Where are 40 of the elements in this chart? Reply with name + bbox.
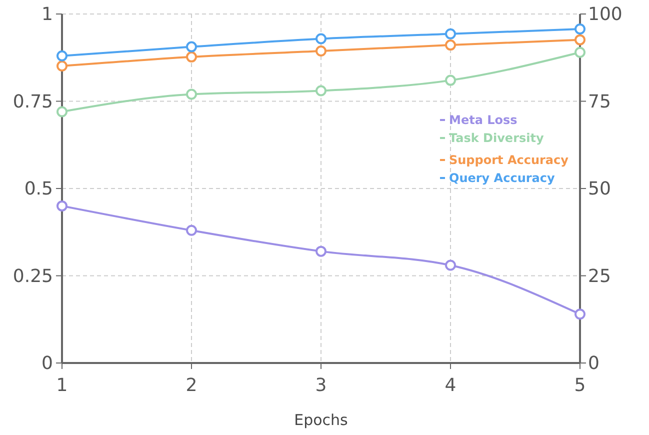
point bbox=[186, 88, 197, 100]
y-tick-label: 0.75 bbox=[12, 91, 53, 112]
point bbox=[574, 34, 586, 46]
point bbox=[574, 46, 586, 58]
point bbox=[445, 40, 456, 51]
x-tick-label: 1 bbox=[56, 375, 68, 396]
point bbox=[574, 24, 586, 35]
point bbox=[56, 50, 68, 62]
point bbox=[445, 74, 456, 86]
point bbox=[186, 51, 197, 62]
point bbox=[316, 246, 326, 257]
point bbox=[56, 106, 68, 118]
point bbox=[445, 260, 456, 271]
legend-label: Meta Loss bbox=[449, 113, 518, 127]
point bbox=[186, 224, 197, 236]
legend-label: Support Accuracy bbox=[449, 153, 569, 167]
y-tick-label: 0.5 bbox=[24, 178, 53, 200]
point bbox=[56, 200, 68, 212]
x-tick-label: 2 bbox=[186, 375, 198, 396]
point bbox=[186, 41, 197, 52]
y-tick-label: 0.25 bbox=[12, 266, 53, 287]
legend-label: Query Accuracy bbox=[449, 171, 555, 185]
x-tick-label: 3 bbox=[315, 375, 327, 396]
point bbox=[316, 33, 326, 44]
point bbox=[56, 60, 68, 72]
point bbox=[574, 308, 586, 320]
y2-tick-label: 50 bbox=[588, 178, 611, 200]
y2-tick-label: 0 bbox=[588, 353, 600, 374]
legend-label: Task Diversity bbox=[449, 131, 544, 145]
x-tick-label: 4 bbox=[444, 375, 456, 396]
point bbox=[316, 85, 326, 96]
x-axis-title: Epochs bbox=[294, 411, 348, 429]
y2-tick-label: 100 bbox=[588, 4, 622, 25]
point bbox=[316, 45, 326, 56]
point bbox=[445, 28, 456, 40]
y-tick-label: 1 bbox=[42, 4, 53, 25]
y-tick-label: 0 bbox=[42, 353, 53, 374]
y2-tick-label: 75 bbox=[588, 91, 611, 112]
y2-tick-label: 25 bbox=[588, 266, 611, 287]
x-tick-label: 5 bbox=[574, 375, 586, 396]
